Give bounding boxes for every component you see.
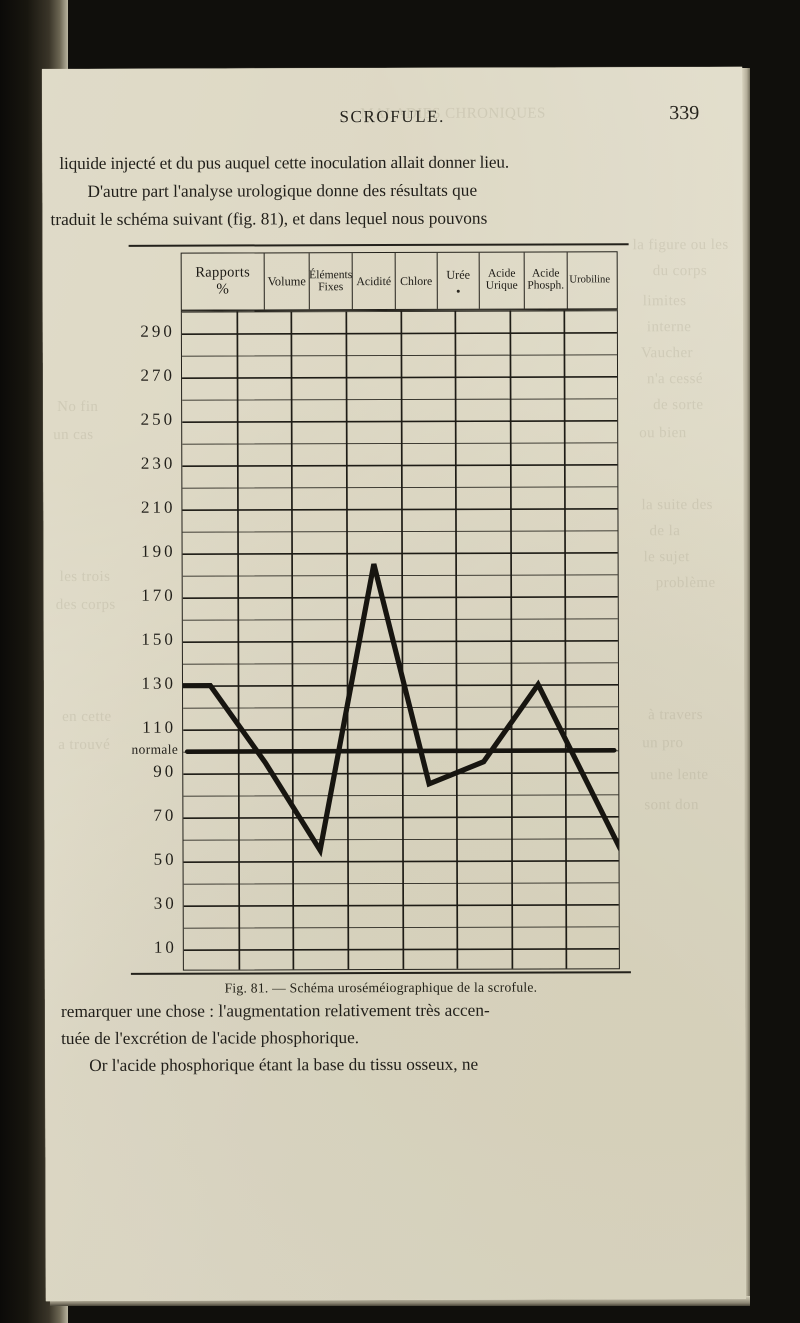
y-axis-tick-label: 270 (140, 365, 176, 385)
bleed-through-text: une lente (650, 767, 709, 784)
header-uree-dot (456, 290, 460, 294)
page-edge-bottom (50, 1296, 750, 1306)
chart-series-line (181, 563, 620, 858)
header-acide-phosph-line2: Phosph. (527, 279, 565, 292)
gridlines-major (181, 331, 620, 951)
chart-plot-area (180, 309, 620, 971)
y-axis-tick-label: 170 (141, 585, 176, 605)
header-cell-acide-urique: Acide Urique (479, 252, 525, 309)
text-line: tuée de l'excrétion de l'acide phosphori… (61, 1028, 360, 1049)
text-line: traduit le schéma suivant (fig. 81), et … (50, 208, 488, 230)
chart-svg (181, 310, 620, 971)
page-title: SCROFULE. (339, 106, 446, 127)
y-axis-tick-label: 70 (153, 805, 177, 825)
header-urobiline-line1: Urobiline (569, 273, 611, 286)
header-cell-urobiline: Urobiline (568, 252, 612, 308)
figure-rule-top (128, 243, 629, 247)
page-edge-right (742, 68, 750, 1300)
header-acidite-line1: Acidité (356, 273, 392, 289)
y-axis-tick-label: 90 (153, 761, 177, 781)
text-line: D'autre part l'analyse urologique donne … (87, 180, 478, 201)
header-cell-chlore: Chlore (395, 252, 438, 309)
y-axis-tick-label: 110 (142, 717, 177, 737)
y-axis-tick-label: 250 (140, 409, 176, 429)
book-page: MALADIES CHRONIQUES la figure ou les du … (42, 66, 746, 1302)
paragraph-top: liquide injecté et du pus auquel cette i… (42, 149, 742, 229)
bleed-through-text: en cette (62, 708, 112, 726)
text-line: Or l'acide phosphorique étant la base du… (89, 1054, 479, 1075)
page-number: 339 (669, 102, 700, 125)
gridlines-vertical (236, 310, 568, 971)
text-line: liquide injecté et du pus auquel cette i… (59, 152, 510, 174)
y-axis-tick-label: 30 (153, 893, 177, 913)
figure-caption: Fig. 81. — Schéma uroséméiographique de … (224, 979, 538, 996)
y-axis-tick-label: 210 (140, 497, 176, 517)
header-cell-elements-fixes: Éléments Fixes (309, 253, 353, 310)
y-axis-tick-label: 230 (140, 453, 176, 473)
y-axis-tick-label: 50 (153, 849, 177, 869)
y-axis-tick-label: 10 (153, 937, 177, 957)
bleed-through-text: du corps (652, 263, 708, 280)
bleed-through-text: problème (655, 574, 716, 592)
running-head: SCROFULE. 339 (42, 102, 742, 134)
header-cell-acide-phosph: Acide Phosph. (524, 252, 568, 309)
bleed-through-text: des corps (55, 596, 116, 614)
figure-rule-bottom (130, 971, 631, 976)
figure-81: Rapports % Volume Éléments Fixes Acidité (128, 243, 659, 996)
header-volume-line1: Volume (267, 273, 306, 289)
bleed-through-text: un cas (53, 426, 94, 444)
bleed-through-text: a trouvé (58, 736, 111, 754)
bleed-through-text: les trois (59, 568, 111, 586)
header-rapports-line1: Rapports (195, 264, 251, 281)
header-cell-acidite: Acidité (352, 252, 396, 310)
bleed-through-text: de sorte (653, 397, 704, 414)
header-elements-line2: Fixes (318, 280, 344, 294)
header-acide-urique-line2: Urique (485, 279, 518, 292)
header-cell-volume: Volume (264, 253, 310, 310)
header-cell-rapports: Rapports % (181, 253, 265, 310)
y-axis-tick-label: 130 (141, 673, 177, 693)
header-uree-line1: Urée (446, 267, 471, 282)
text-line: remarquer une chose : l'augmentation rel… (60, 1000, 490, 1022)
header-chlore-line1: Chlore (400, 273, 433, 288)
y-axis-tick-label: 150 (141, 629, 176, 649)
y-axis-tick-label: 290 (140, 321, 175, 341)
bleed-through-text: No fin (57, 398, 99, 416)
header-rapports-line2: % (216, 281, 230, 298)
y-axis-tick-label: 190 (141, 541, 176, 561)
normale-reference-line (184, 748, 617, 754)
paragraph-bottom: remarquer une chose : l'augmentation rel… (45, 997, 745, 1075)
y-axis-labels: 290 270 250 230 210 190 170 150 130 110 90 70 50 30 10… (129, 311, 181, 971)
chart-column-header-row: Rapports % Volume Éléments Fixes Acidité (180, 251, 618, 311)
normale-axis-label: normale (131, 741, 179, 757)
header-cell-uree: Urée (437, 252, 480, 309)
